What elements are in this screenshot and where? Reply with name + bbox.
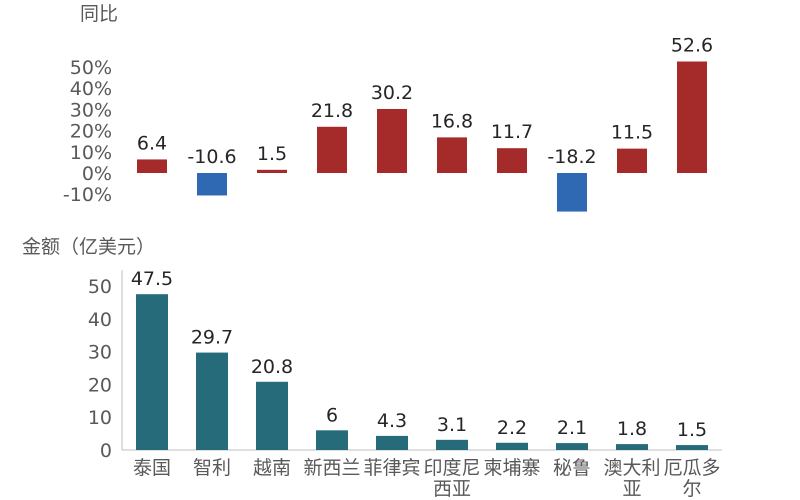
yoy-bar <box>557 173 587 212</box>
amount-tick-label: 10 <box>88 407 112 429</box>
category-label: 澳大利亚 <box>603 457 660 500</box>
amount-bar <box>376 435 408 450</box>
amount-tick-label: 0 <box>100 440 112 462</box>
amount-value-label: 2.2 <box>497 417 527 439</box>
amount-chart: 金额（亿美元） 50 40 30 20 10 0 47.5 29.7 20.8 6 4.3 3.1 2… <box>22 236 722 500</box>
category-label: 厄瓜多尔 <box>663 457 720 500</box>
yoy-bar <box>437 137 467 173</box>
amount-value-label: 6 <box>326 404 338 426</box>
amount-value-label: 1.5 <box>677 419 707 441</box>
amount-value-labels: 47.5 29.7 20.8 6 4.3 3.1 2.2 2.1 1.8 1.5 <box>131 268 707 441</box>
yoy-bar <box>137 159 167 173</box>
amount-tick-label: 50 <box>88 276 112 298</box>
yoy-y-axis: 50%40%30%20%10%0%-10% <box>63 57 112 206</box>
amount-tick-label: 30 <box>88 342 112 364</box>
amount-bar <box>676 445 708 450</box>
yoy-ylabel: 同比 <box>80 3 118 25</box>
amount-value-label: 47.5 <box>131 268 173 290</box>
yoy-tick-label: 20% <box>70 121 112 143</box>
category-label: 秘鲁 <box>553 457 591 479</box>
amount-value-label: 29.7 <box>191 327 233 349</box>
amount-bar <box>196 352 228 450</box>
yoy-tick-label: 50% <box>70 57 112 79</box>
yoy-tick-label: 40% <box>70 78 112 100</box>
yoy-value-label: 52.6 <box>671 34 713 56</box>
yoy-value-label: 1.5 <box>257 143 287 165</box>
yoy-value-label: -10.6 <box>187 146 236 168</box>
yoy-bar <box>677 61 707 173</box>
yoy-value-label: 16.8 <box>431 110 473 132</box>
amount-bar <box>496 442 528 450</box>
amount-tick-label: 40 <box>88 309 112 331</box>
yoy-value-label: 11.7 <box>491 121 533 143</box>
yoy-value-label: -18.2 <box>547 146 596 168</box>
category-label: 泰国 <box>133 457 171 479</box>
category-label: 柬埔寨 <box>483 457 540 479</box>
category-label: 印度尼西亚 <box>423 457 480 500</box>
amount-bar <box>256 381 288 450</box>
yoy-tick-label: -10% <box>63 184 112 206</box>
category-label: 越南 <box>253 457 291 479</box>
yoy-value-label: 11.5 <box>611 122 653 144</box>
yoy-value-label: 30.2 <box>371 82 413 104</box>
amount-tick-label: 20 <box>88 374 112 396</box>
yoy-tick-label: 30% <box>70 99 112 121</box>
amount-bar <box>436 439 468 450</box>
amount-bars <box>136 294 708 450</box>
yoy-bar <box>317 126 347 173</box>
amount-value-label: 1.8 <box>617 418 647 440</box>
amount-value-label: 4.3 <box>377 410 407 432</box>
category-label: 智利 <box>193 457 231 479</box>
amount-value-label: 20.8 <box>251 356 293 378</box>
category-label: 菲律宾 <box>363 457 420 479</box>
yoy-bar <box>377 108 407 173</box>
amount-bar <box>616 444 648 450</box>
yoy-bars <box>137 61 707 212</box>
yoy-value-label: 6.4 <box>137 132 167 154</box>
amount-y-axis: 50 40 30 20 10 0 <box>88 276 112 462</box>
yoy-value-label: 21.8 <box>311 100 353 122</box>
yoy-bar <box>197 173 227 196</box>
category-label: 新西兰 <box>303 457 360 479</box>
amount-bar <box>136 294 168 450</box>
yoy-bar <box>497 148 527 173</box>
amount-value-label: 3.1 <box>437 414 467 436</box>
amount-ylabel: 金额（亿美元） <box>22 236 155 258</box>
amount-bar <box>556 443 588 450</box>
amount-bar <box>316 430 348 450</box>
yoy-chart: 同比 50%40%30%20%10%0%-10% 6.4 -10.6 1.5 21.8… <box>63 3 713 212</box>
yoy-tick-label: 10% <box>70 142 112 164</box>
yoy-value-labels: 6.4 -10.6 1.5 21.8 30.2 16.8 11.7 -18.2 11.5 52.6 <box>137 34 713 168</box>
amount-value-label: 2.1 <box>557 417 587 439</box>
yoy-bar <box>617 148 647 173</box>
yoy-bar <box>257 169 287 173</box>
yoy-tick-label: 0% <box>82 163 112 185</box>
